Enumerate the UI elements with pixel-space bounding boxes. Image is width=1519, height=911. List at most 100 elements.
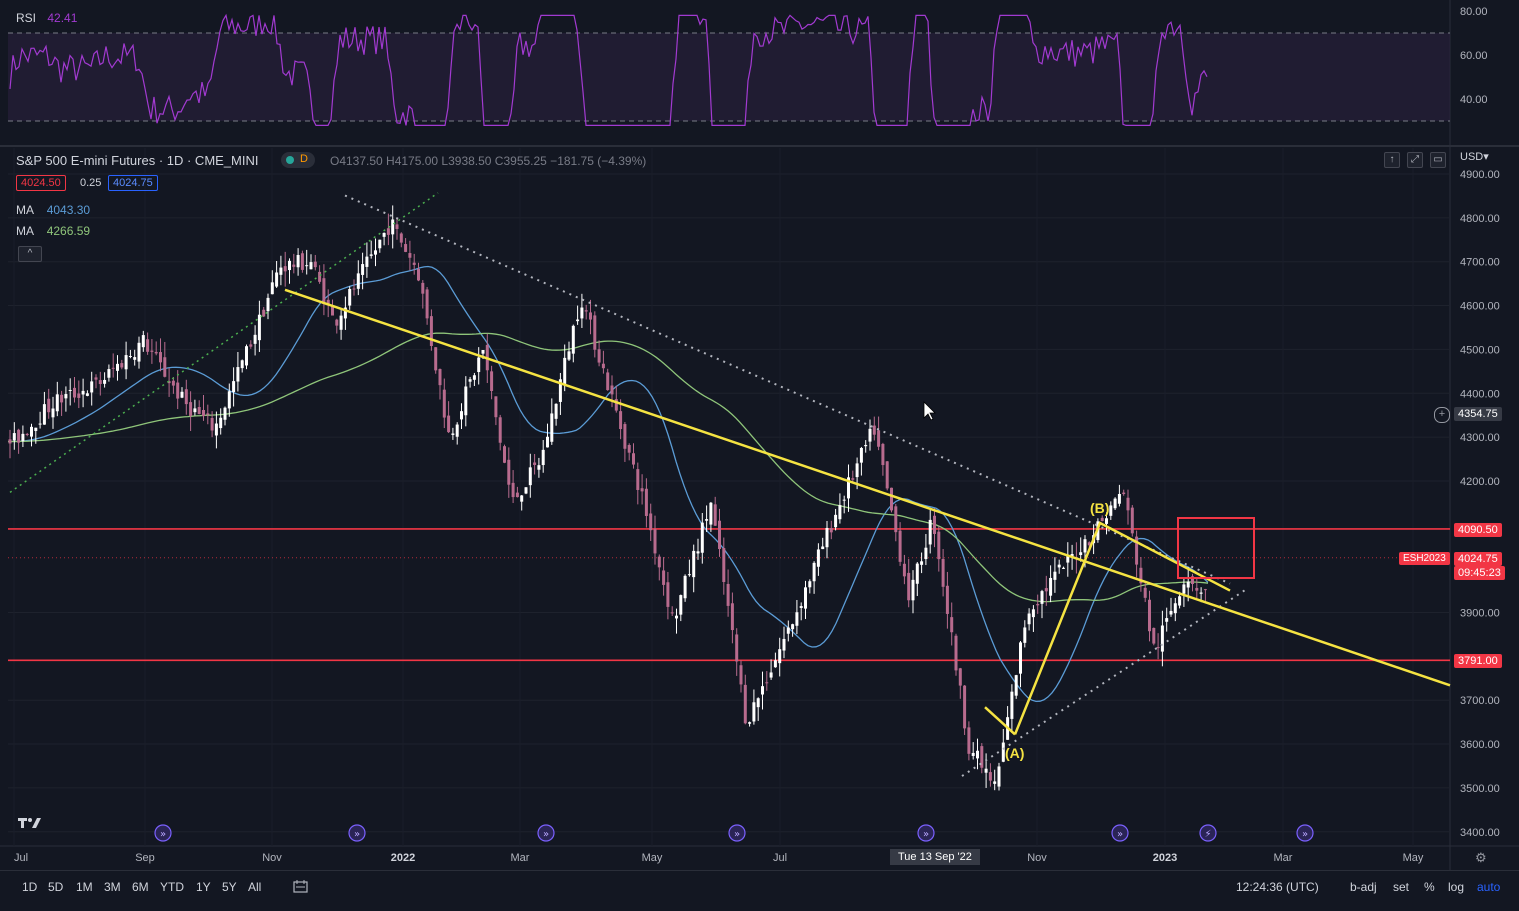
candle-body[interactable] bbox=[799, 606, 803, 609]
candle-body[interactable] bbox=[670, 612, 674, 614]
candle-body[interactable] bbox=[455, 424, 459, 437]
candle-body[interactable] bbox=[240, 360, 244, 369]
candle-body[interactable] bbox=[649, 513, 653, 531]
candle-body[interactable] bbox=[1019, 642, 1022, 674]
candle-body[interactable] bbox=[399, 233, 403, 243]
dotted-channel-line[interactable] bbox=[961, 589, 1246, 777]
candle-body[interactable] bbox=[920, 561, 924, 565]
candle-body[interactable] bbox=[1199, 592, 1203, 594]
candle-body[interactable] bbox=[47, 398, 51, 413]
candle-body[interactable] bbox=[1001, 742, 1005, 762]
candle-body[interactable] bbox=[331, 306, 334, 316]
candle-body[interactable] bbox=[842, 499, 846, 501]
candle-body[interactable] bbox=[279, 267, 283, 275]
candle-body[interactable] bbox=[584, 310, 588, 312]
candle-body[interactable] bbox=[713, 504, 717, 526]
candle-body[interactable] bbox=[412, 262, 416, 265]
candle-body[interactable] bbox=[722, 548, 726, 582]
candle-body[interactable] bbox=[988, 772, 992, 781]
candle-body[interactable] bbox=[17, 429, 21, 443]
wave-a-leg[interactable] bbox=[984, 706, 1016, 736]
candle-body[interactable] bbox=[447, 415, 451, 433]
candle-body[interactable] bbox=[214, 423, 218, 436]
candle-body[interactable] bbox=[133, 357, 137, 360]
candle-body[interactable] bbox=[395, 224, 399, 229]
candle-body[interactable] bbox=[232, 381, 236, 392]
candle-body[interactable] bbox=[1186, 581, 1190, 588]
candle-body[interactable] bbox=[202, 410, 205, 417]
candle-body[interactable] bbox=[593, 315, 597, 350]
bid-price[interactable]: 4024.50 bbox=[16, 175, 66, 191]
candle-body[interactable] bbox=[180, 391, 184, 398]
timeframe-button-6m[interactable]: 6M bbox=[132, 880, 149, 894]
candle-body[interactable] bbox=[1027, 613, 1031, 625]
timeframe-button-3m[interactable]: 3M bbox=[104, 880, 121, 894]
candle-body[interactable] bbox=[976, 750, 979, 759]
maximize-pane-button[interactable]: ⤢ bbox=[1407, 152, 1423, 168]
candle-body[interactable] bbox=[971, 752, 975, 756]
candle-body[interactable] bbox=[128, 356, 132, 358]
candle-body[interactable] bbox=[245, 346, 248, 366]
candle-body[interactable] bbox=[786, 627, 790, 634]
candle-body[interactable] bbox=[189, 402, 193, 416]
candle-body[interactable] bbox=[64, 394, 68, 399]
level-low-tag[interactable]: 3791.00 bbox=[1454, 654, 1502, 668]
candle-body[interactable] bbox=[533, 462, 537, 465]
candle-body[interactable] bbox=[1040, 591, 1044, 604]
candle-body[interactable] bbox=[468, 379, 472, 382]
candle-body[interactable] bbox=[675, 615, 678, 619]
candle-body[interactable] bbox=[1010, 691, 1014, 719]
candle-body[interactable] bbox=[417, 268, 420, 281]
timeframe-button-1d[interactable]: 1D bbox=[22, 880, 38, 894]
candle-body[interactable] bbox=[589, 312, 592, 320]
candle-body[interactable] bbox=[421, 282, 425, 294]
candle-body[interactable] bbox=[339, 315, 343, 330]
ma-slow-legend[interactable]: MA 4266.59 bbox=[16, 224, 90, 238]
candle-body[interactable] bbox=[1053, 571, 1057, 580]
candle-body[interactable] bbox=[434, 347, 438, 371]
event-marker-icon[interactable] bbox=[1296, 824, 1314, 842]
candle-body[interactable] bbox=[1122, 492, 1126, 495]
candle-body[interactable] bbox=[778, 649, 782, 664]
candle-body[interactable] bbox=[236, 367, 240, 382]
candle-body[interactable] bbox=[890, 487, 893, 511]
candle-body[interactable] bbox=[193, 408, 197, 413]
candle-body[interactable] bbox=[657, 556, 661, 568]
wave-a-label[interactable]: (A) bbox=[1005, 745, 1025, 761]
candle-body[interactable] bbox=[361, 264, 365, 275]
candle-body[interactable] bbox=[739, 665, 743, 685]
candle-body[interactable] bbox=[8, 439, 12, 444]
candle-body[interactable] bbox=[249, 344, 253, 347]
event-marker-icon[interactable] bbox=[917, 824, 935, 842]
candle-body[interactable] bbox=[915, 563, 919, 584]
candle-body[interactable] bbox=[382, 232, 386, 237]
candle-body[interactable] bbox=[911, 579, 915, 601]
candle-body[interactable] bbox=[692, 550, 696, 578]
candle-body[interactable] bbox=[429, 316, 433, 347]
candle-body[interactable] bbox=[335, 319, 339, 326]
candle-body[interactable] bbox=[726, 583, 730, 606]
timeframe-button-5y[interactable]: 5Y bbox=[222, 880, 237, 894]
candle-body[interactable] bbox=[1023, 627, 1027, 643]
pane-settings-button[interactable]: ▭ bbox=[1430, 152, 1446, 168]
candle-body[interactable] bbox=[120, 363, 124, 368]
event-marker-icon[interactable] bbox=[1111, 824, 1129, 842]
candle-body[interactable] bbox=[404, 244, 408, 252]
candle-body[interactable] bbox=[718, 520, 721, 550]
candle-body[interactable] bbox=[98, 380, 102, 385]
candle-body[interactable] bbox=[567, 351, 571, 360]
candle-body[interactable] bbox=[735, 634, 739, 662]
candle-body[interactable] bbox=[343, 307, 347, 319]
candle-body[interactable] bbox=[1036, 604, 1040, 606]
candle-body[interactable] bbox=[825, 527, 829, 548]
candle-body[interactable] bbox=[1165, 618, 1169, 622]
event-marker-icon[interactable] bbox=[348, 824, 366, 842]
candle-body[interactable] bbox=[1083, 539, 1087, 553]
candle-body[interactable] bbox=[73, 387, 76, 398]
badj-toggle[interactable]: b-adj bbox=[1350, 880, 1377, 894]
candle-body[interactable] bbox=[515, 492, 519, 498]
candle-body[interactable] bbox=[408, 253, 412, 258]
candle-body[interactable] bbox=[1113, 498, 1117, 509]
candle-body[interactable] bbox=[85, 393, 89, 396]
candle-body[interactable] bbox=[743, 684, 747, 724]
